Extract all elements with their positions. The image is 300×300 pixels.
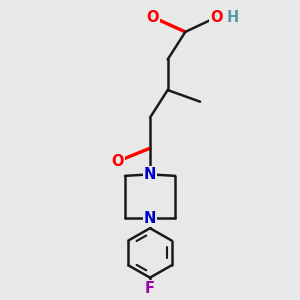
Text: H: H (226, 10, 238, 25)
Text: N: N (144, 211, 156, 226)
Text: O: O (147, 10, 159, 25)
Text: O: O (210, 10, 223, 25)
Text: N: N (144, 167, 156, 182)
Text: F: F (145, 281, 155, 296)
Text: O: O (111, 154, 124, 169)
